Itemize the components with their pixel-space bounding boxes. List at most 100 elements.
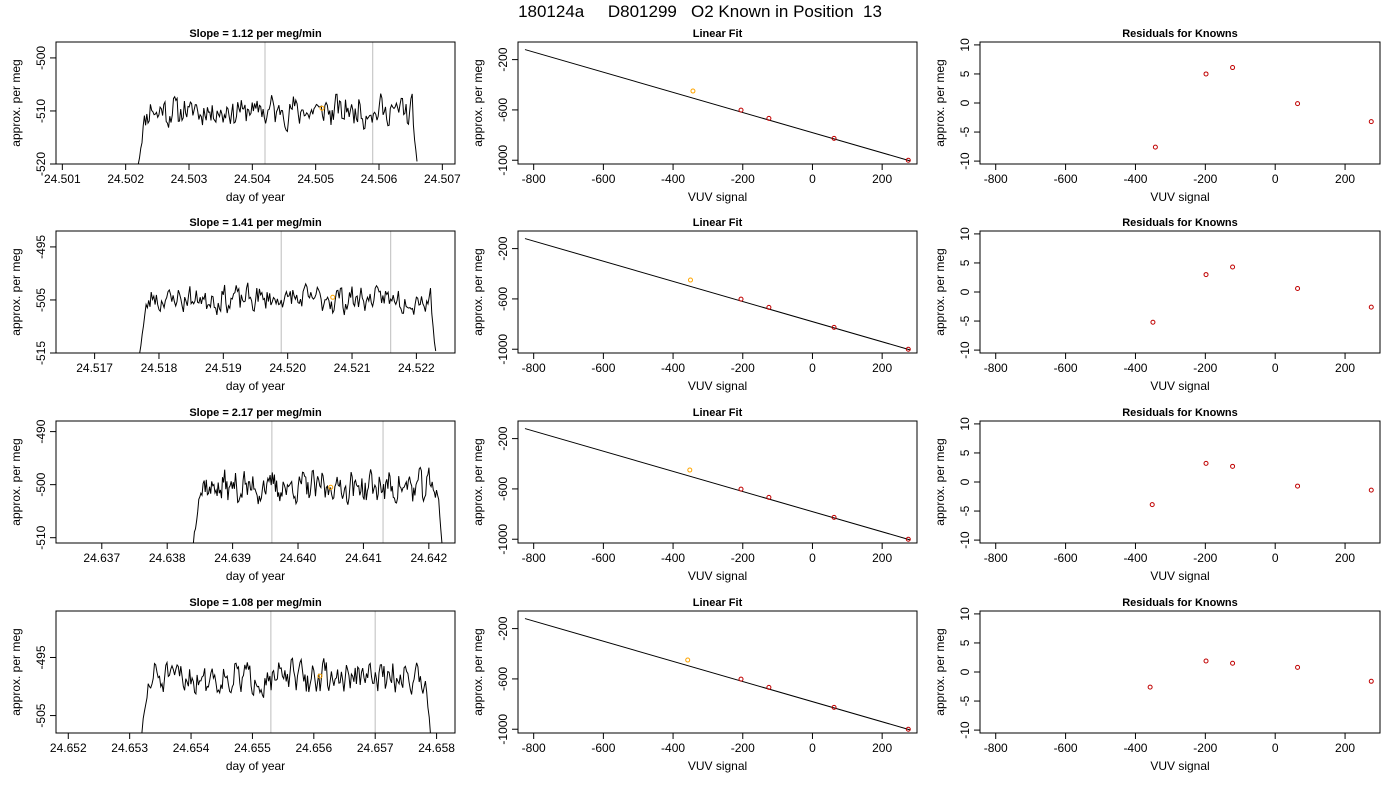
x-tick-label: -400: [1123, 741, 1147, 755]
y-tick-label: -200: [496, 426, 510, 450]
x-tick-label: 24.507: [424, 172, 461, 186]
plot-frame: [979, 610, 1381, 734]
sample-point: [319, 105, 325, 111]
x-axis-label: day of year: [226, 569, 285, 583]
plot-title: Residuals for Knowns: [1122, 597, 1238, 609]
plot-title: Slope = 1.08 per meg/min: [189, 597, 322, 609]
plot-frame: [979, 420, 1381, 544]
plot-frame: [55, 610, 456, 734]
data-trace: [192, 466, 443, 544]
x-tick-label: 0: [1272, 741, 1279, 755]
data-point: [831, 135, 837, 141]
y-tick-label: 10: [958, 607, 972, 621]
plot-frame: [979, 41, 1381, 165]
x-axis-label: day of year: [226, 190, 285, 204]
x-tick-label: 200: [872, 361, 892, 375]
plot-frame: [517, 41, 918, 165]
fit-line: [524, 238, 911, 351]
x-axis-label: VUV signal: [688, 190, 747, 204]
y-tick-label: -5: [958, 315, 972, 326]
x-axis-label: day of year: [226, 759, 285, 773]
x-tick-label: 24.637: [83, 551, 120, 565]
x-tick-label: 24.658: [418, 741, 455, 755]
x-tick-label: -400: [661, 361, 685, 375]
x-tick-label: 24.640: [280, 551, 317, 565]
data-point: [1203, 272, 1209, 278]
x-tick-label: -400: [1123, 551, 1147, 565]
x-tick-label: -800: [522, 172, 546, 186]
x-tick-label: 200: [1335, 172, 1355, 186]
data-point: [1147, 684, 1153, 690]
data-point: [738, 107, 744, 113]
x-tick-label: -200: [1193, 361, 1217, 375]
x-tick-label: -400: [661, 172, 685, 186]
plot-title: Slope = 1.41 per meg/min: [189, 217, 322, 229]
x-tick-label: -600: [591, 741, 615, 755]
x-axis-label: VUV signal: [1150, 569, 1209, 583]
data-point: [1230, 660, 1236, 666]
x-tick-label: 24.517: [76, 361, 113, 375]
x-tick-label: -400: [661, 741, 685, 755]
data-point: [831, 514, 837, 520]
x-axis-label: VUV signal: [688, 759, 747, 773]
data-point: [738, 296, 744, 302]
plot-frame: [517, 230, 918, 354]
x-axis-label: VUV signal: [688, 569, 747, 583]
x-tick-label: -600: [1054, 172, 1078, 186]
data-point: [766, 304, 772, 310]
data-point: [1368, 304, 1374, 310]
x-tick-label: -800: [522, 361, 546, 375]
y-axis-label: approx. per meg: [9, 438, 23, 525]
x-tick-label: -200: [1193, 172, 1217, 186]
x-tick-label: -600: [591, 361, 615, 375]
y-axis-label: approx. per meg: [9, 59, 23, 146]
x-tick-label: 24.501: [44, 172, 81, 186]
plot-title: Residuals for Knowns: [1122, 217, 1238, 229]
y-tick-label: -1000: [496, 714, 510, 745]
x-tick-label: 24.641: [345, 551, 382, 565]
data-point: [1203, 460, 1209, 466]
x-tick-label: 0: [809, 361, 816, 375]
data-point: [766, 494, 772, 500]
x-tick-label: 24.639: [214, 551, 251, 565]
y-tick-label: -600: [496, 477, 510, 501]
x-tick-label: 200: [872, 172, 892, 186]
x-tick-label: 24.522: [398, 361, 435, 375]
y-tick-label: 0: [958, 668, 972, 675]
data-point: [1368, 678, 1374, 684]
x-tick-label: -200: [731, 551, 755, 565]
data-point: [687, 467, 693, 473]
plot-frame: [979, 230, 1381, 354]
x-axis-label: day of year: [226, 379, 285, 393]
y-tick-label: -520: [34, 152, 48, 176]
data-point: [1295, 286, 1301, 292]
y-tick-label: -10: [958, 531, 972, 549]
data-point: [1295, 483, 1301, 489]
y-tick-label: -495: [34, 235, 48, 259]
y-tick-label: -600: [496, 98, 510, 122]
x-tick-label: 200: [872, 741, 892, 755]
plot-title: Linear Fit: [693, 407, 743, 419]
data-trace: [137, 93, 418, 165]
data-point: [690, 88, 696, 94]
y-tick-label: 0: [958, 288, 972, 295]
x-tick-label: -400: [661, 551, 685, 565]
x-tick-label: -200: [731, 361, 755, 375]
x-tick-label: -800: [522, 741, 546, 755]
data-trace: [139, 282, 437, 354]
data-point: [766, 684, 772, 690]
x-tick-label: -600: [1054, 551, 1078, 565]
x-axis-label: VUV signal: [1150, 759, 1209, 773]
x-tick-label: -600: [591, 172, 615, 186]
plot-title: Linear Fit: [693, 217, 743, 229]
x-tick-label: -200: [731, 741, 755, 755]
data-point: [905, 726, 911, 732]
y-tick-label: -505: [34, 703, 48, 727]
y-axis-label: approx. per meg: [933, 628, 947, 715]
y-axis-label: approx. per meg: [9, 628, 23, 715]
data-point: [738, 676, 744, 682]
y-tick-label: -5: [958, 505, 972, 516]
data-point: [1368, 487, 1374, 493]
x-tick-label: 24.518: [141, 361, 178, 375]
